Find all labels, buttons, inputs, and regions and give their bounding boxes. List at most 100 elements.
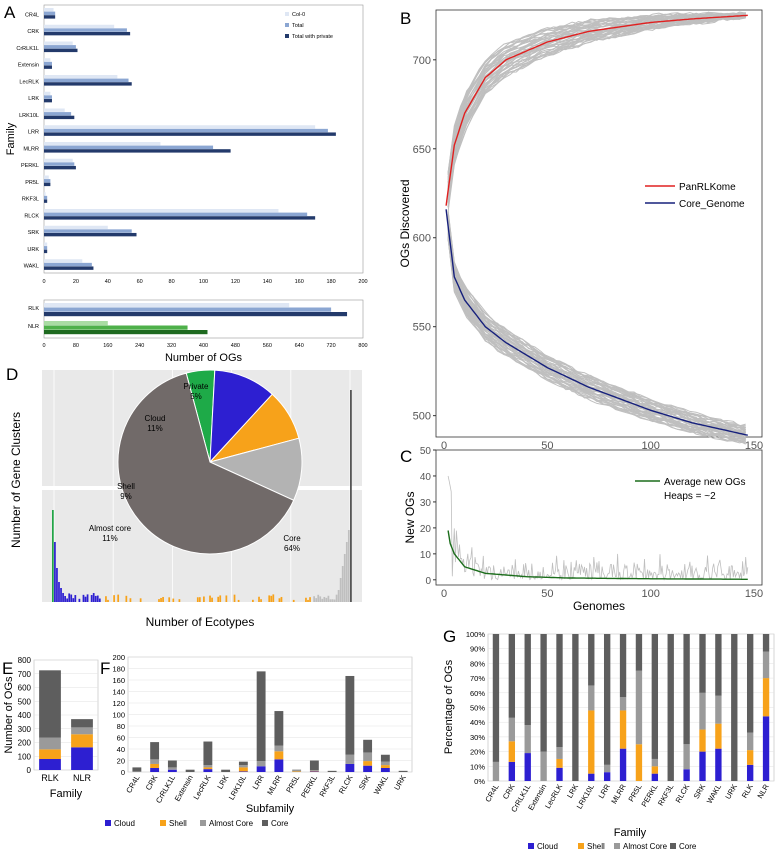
bar-segment — [683, 634, 690, 745]
x-tick-label: RLCK — [337, 774, 355, 796]
legend-label: Cloud — [114, 819, 135, 828]
y-tick-label: 100% — [466, 630, 486, 639]
bar-segment — [380, 761, 390, 766]
bar — [44, 58, 51, 62]
x-tick-label: RLCK — [674, 783, 692, 805]
bar-segment — [524, 725, 531, 754]
y-tick-label: 100 — [112, 711, 125, 720]
bar — [125, 595, 128, 602]
bar-segment — [603, 772, 611, 781]
x-tick-label: 140 — [263, 279, 272, 285]
bar-segment — [683, 769, 690, 781]
y-tick-label: 50 — [420, 446, 432, 457]
pie-label: Cloud — [145, 414, 166, 423]
legend-swatch — [285, 12, 289, 16]
x-tick-label: LRK10L — [227, 774, 248, 802]
bar-segment — [762, 651, 770, 679]
bar — [209, 595, 211, 602]
x-tick-label: LRR — [251, 773, 267, 791]
simulation-line — [447, 210, 746, 427]
y-tick-label: LRK10L — [19, 113, 39, 119]
y-axis-label: Percentage of OGs — [443, 659, 455, 754]
bar-segment — [256, 671, 266, 762]
bar — [44, 41, 73, 45]
bar-segment — [327, 770, 337, 772]
x-axis-label: Family — [614, 827, 647, 839]
y-tick-label: CrRLK1L — [16, 46, 39, 52]
bar — [129, 598, 132, 602]
bar — [44, 45, 76, 49]
simulation-line — [447, 16, 746, 204]
bar-segment — [635, 670, 643, 745]
bar-segment — [309, 760, 319, 771]
y-axis-label: New OGs — [403, 491, 417, 543]
bar — [44, 216, 316, 220]
bar-segment — [524, 753, 531, 781]
bar-segment — [380, 765, 390, 768]
x-axis-label: Number of Ecotypes — [146, 615, 255, 629]
pie-label: Almost core — [89, 524, 132, 533]
x-tick-label: 240 — [135, 343, 144, 349]
x-tick-label: 0 — [42, 279, 45, 285]
bar — [44, 112, 72, 116]
bar — [44, 262, 92, 267]
bar-segment — [540, 751, 547, 781]
x-tick-label: 560 — [263, 343, 272, 349]
bar-segment — [508, 761, 516, 781]
y-tick-label: 80% — [470, 659, 485, 668]
x-tick-label: MLRR — [265, 773, 284, 796]
bar-segment — [492, 634, 500, 762]
bar — [70, 594, 73, 602]
bar-segment — [508, 634, 516, 718]
bar — [345, 542, 348, 602]
bar-segment — [292, 769, 302, 771]
bar-segment — [274, 711, 284, 746]
bar-segment — [238, 767, 248, 772]
bar — [44, 142, 161, 146]
y-tick-label: 40% — [470, 718, 485, 727]
bar — [44, 182, 51, 187]
bar — [44, 65, 52, 69]
simulation-line — [447, 475, 749, 581]
bar-segment — [345, 675, 355, 755]
plot-area — [43, 4, 364, 274]
y-tick-label: LecRLK — [19, 79, 39, 85]
y-tick-label: 30 — [420, 498, 432, 509]
x-tick-label: 50 — [541, 588, 553, 600]
bar — [44, 158, 73, 163]
bar — [44, 31, 131, 36]
legend-label: Core_Genome — [679, 199, 745, 210]
y-tick-label: WAKL — [24, 264, 39, 270]
chart-e-family-stacked: 0 100 200 300 400 500 600 700 800 RLK NLR Family Num… — [3, 656, 99, 800]
bar-segment — [274, 759, 284, 772]
bar — [158, 599, 160, 602]
bar — [44, 15, 56, 19]
legend-label: Total with private — [292, 34, 333, 40]
bar — [105, 596, 107, 602]
y-tick-label: URK — [27, 247, 39, 253]
bar — [44, 266, 94, 270]
y-tick-label: 700 — [18, 670, 32, 679]
panel-label-b: B — [400, 9, 411, 28]
x-tick-label: PR5L — [284, 774, 301, 795]
x-tick-label: 640 — [295, 343, 304, 349]
bar — [44, 61, 52, 66]
bar-segment — [39, 670, 61, 738]
bar-segment — [292, 770, 302, 772]
bar — [211, 597, 213, 602]
bar-segment — [345, 754, 355, 764]
bar-segment — [363, 765, 373, 772]
y-tick-label: 700 — [413, 55, 431, 67]
bar-segment — [274, 751, 284, 760]
x-tick-label: MLRR — [609, 782, 628, 805]
bar — [347, 530, 350, 602]
bar-segment — [715, 723, 722, 749]
x-tick-label: SRK — [692, 783, 708, 801]
x-tick-label: LRK — [215, 774, 230, 791]
bar — [117, 594, 120, 602]
bar-segment — [238, 765, 248, 768]
pie-label: Core — [283, 534, 301, 543]
y-tick-label: RKF3L — [22, 197, 39, 203]
bar — [321, 598, 324, 602]
x-tick-label: 100 — [199, 279, 208, 285]
